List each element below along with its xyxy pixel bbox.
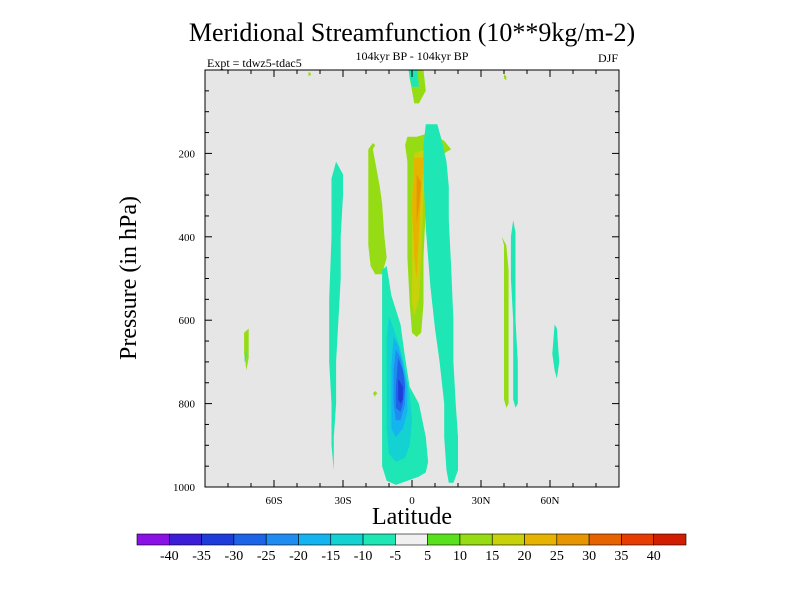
chart-title: Meridional Streamfunction (10**9kg/m-2) — [189, 18, 635, 47]
y-tick-label: 1000 — [173, 482, 196, 494]
colorbar-label: -5 — [390, 549, 402, 564]
x-tick-label: 30N — [472, 495, 491, 507]
colorbar-swatch — [653, 533, 687, 546]
colorbar-label: -15 — [321, 549, 340, 564]
contour-region-2 — [372, 391, 378, 398]
colorbar-label: 15 — [485, 549, 499, 564]
colorbar-swatch — [524, 533, 558, 546]
contour-region-8 — [504, 74, 507, 81]
season-label: DJF — [598, 51, 618, 65]
y-tick-label: 200 — [179, 148, 196, 160]
colorbar-label: -30 — [225, 549, 244, 564]
colorbar-label: 5 — [424, 549, 431, 564]
contour-region-15 — [423, 124, 458, 483]
y-tick-label: 600 — [179, 315, 196, 327]
contour-region-23 — [398, 378, 403, 404]
colorbar-swatch — [168, 533, 202, 546]
colorbar-label: 35 — [614, 549, 628, 564]
colorbar-swatch — [588, 533, 622, 546]
colorbar-label: -35 — [192, 549, 211, 564]
contour-region-1 — [308, 71, 311, 77]
colorbar-label: 20 — [518, 549, 532, 564]
x-tick-label: 60N — [541, 495, 560, 507]
experiment-label: Expt = tdwz5-tdac5 — [207, 56, 302, 70]
colorbar-label: 10 — [453, 549, 467, 564]
contour-region-16 — [510, 220, 518, 408]
colorbar-swatch — [330, 533, 364, 546]
y-tick-label: 800 — [179, 399, 196, 411]
colorbar-swatch — [201, 533, 235, 546]
colorbar-swatch — [395, 533, 428, 546]
contour-region-11 — [416, 174, 422, 225]
x-tick-label: 0 — [409, 495, 415, 507]
colorbar-label: 40 — [647, 549, 661, 564]
contour-region-12 — [329, 161, 343, 471]
x-tick-label: 30S — [334, 495, 351, 507]
colorbar-label: 30 — [582, 549, 596, 564]
colorbar-swatch — [491, 533, 525, 546]
contour-region-7 — [501, 236, 509, 408]
colorbar-swatch — [362, 533, 396, 546]
contour-region-13 — [244, 341, 247, 362]
y-tick-label: 400 — [179, 232, 196, 244]
chart-subtitle: 104kyr BP - 104kyr BP — [356, 49, 469, 63]
contour-region-18 — [408, 70, 419, 87]
colorbar-label: 25 — [550, 549, 564, 564]
colorbar-label: -40 — [160, 549, 179, 564]
colorbar-swatch — [621, 533, 655, 546]
colorbar-swatch — [427, 533, 461, 546]
colorbar-label: -10 — [354, 549, 373, 564]
colorbar-label: -25 — [257, 549, 276, 564]
plot-area: 60S 30S 0 30N 60N 200 400 600 800 1000 — [173, 69, 620, 507]
colorbar-swatch — [459, 533, 493, 546]
colorbar: -40 -35 -30 -25 -20 -15 -10 -5 5 10 15 20 25 30 35 40 — [136, 533, 687, 564]
x-tick-label: 60S — [265, 495, 282, 507]
contour-region-17 — [552, 324, 560, 379]
contour-fill-layer — [244, 70, 560, 485]
colorbar-swatch — [136, 533, 170, 546]
contour-region-3 — [368, 143, 387, 275]
colorbar-swatch — [233, 533, 267, 546]
y-axis-label: Pressure (in hPa) — [116, 196, 142, 360]
x-axis-label: Latitude — [372, 504, 452, 530]
colorbar-swatch — [298, 533, 332, 546]
colorbar-label: -20 — [289, 549, 308, 564]
axis-ticks: 60S 30S 0 30N 60N 200 400 600 800 1000 — [173, 69, 620, 507]
colorbar-swatch — [265, 533, 299, 546]
colorbar-swatch — [556, 533, 590, 546]
